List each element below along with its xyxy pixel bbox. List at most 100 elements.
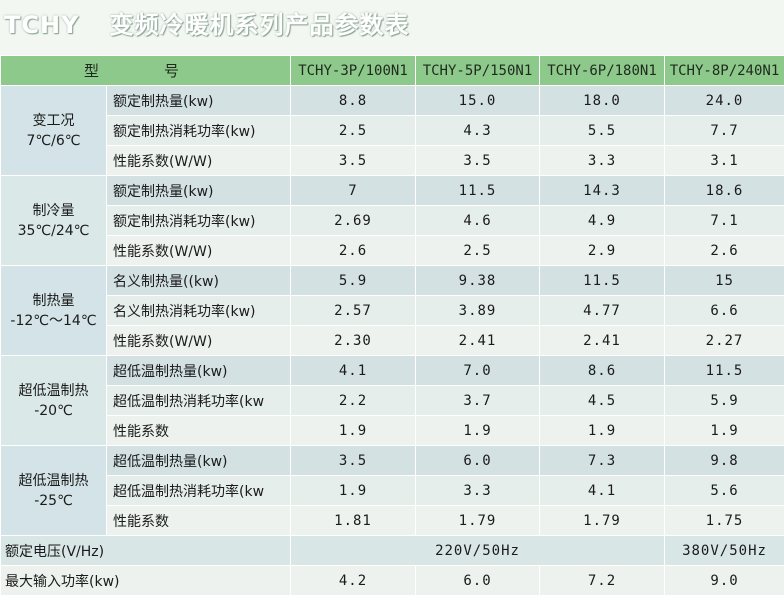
value-cell: 6.6 xyxy=(665,296,784,326)
value-cell: 14.3 xyxy=(540,176,665,206)
max-power-value: 9.0 xyxy=(665,566,784,596)
value-cell: 3.5 xyxy=(416,146,540,176)
value-cell: 1.9 xyxy=(416,416,540,446)
parameter-label: 性能系数 xyxy=(107,416,291,446)
header-model-4: TCHY-8P/240N1 xyxy=(665,56,784,86)
header-model-1: TCHY-3P/100N1 xyxy=(291,56,416,86)
parameter-label: 性能系数(W/W) xyxy=(107,236,291,266)
title-model-name: TCHY xyxy=(4,11,79,39)
value-cell: 1.79 xyxy=(416,506,540,536)
value-cell: 7.7 xyxy=(665,116,784,146)
group-name-line2: 35℃/24℃ xyxy=(1,221,106,241)
parameter-label: 性能系数(W/W) xyxy=(107,146,291,176)
parameter-label: 超低温制热量(kw) xyxy=(107,356,291,386)
group-name-cell: 制热量-12℃～14℃ xyxy=(1,266,107,356)
value-cell: 15.0 xyxy=(416,86,540,116)
parameter-label: 超低温制热消耗功率(kw xyxy=(107,386,291,416)
value-cell: 1.9 xyxy=(540,416,665,446)
title-text: 变频冷暖机系列产品参数表 xyxy=(109,11,409,39)
header-model-3: TCHY-6P/180N1 xyxy=(540,56,665,86)
group-name-line1: 超低温制热 xyxy=(1,381,106,401)
table-header-row: 型 号 TCHY-3P/100N1 TCHY-5P/150N1 TCHY-6P/… xyxy=(1,56,784,86)
page-title: TCHY 变频冷暖机系列产品参数表 xyxy=(4,2,409,52)
value-cell: 3.89 xyxy=(416,296,540,326)
group-name-line2: -25℃ xyxy=(1,491,106,511)
spec-table: 型 号 TCHY-3P/100N1 TCHY-5P/150N1 TCHY-6P/… xyxy=(0,55,784,596)
parameter-label: 额定制热量(kw) xyxy=(107,176,291,206)
value-cell: 11.5 xyxy=(665,356,784,386)
group-name-line2: -20℃ xyxy=(1,401,106,421)
value-cell: 18.0 xyxy=(540,86,665,116)
group-name-line1: 制冷量 xyxy=(1,201,106,221)
value-cell: 3.3 xyxy=(416,476,540,506)
voltage-value-three-phase: 380V/50Hz xyxy=(665,536,784,566)
max-power-value: 7.2 xyxy=(540,566,665,596)
value-cell: 2.5 xyxy=(291,116,416,146)
group-name-line1: 制热量 xyxy=(1,291,106,311)
value-cell: 24.0 xyxy=(665,86,784,116)
parameter-label: 额定制热量(kw) xyxy=(107,86,291,116)
voltage-value-single-phase: 220V/50Hz xyxy=(291,536,665,566)
value-cell: 5.9 xyxy=(665,386,784,416)
value-cell: 2.6 xyxy=(665,236,784,266)
value-cell: 2.69 xyxy=(291,206,416,236)
header-model-2: TCHY-5P/150N1 xyxy=(416,56,540,86)
value-cell: 1.9 xyxy=(291,416,416,446)
voltage-label: 额定电压(V/Hz) xyxy=(1,536,291,566)
value-cell: 3.5 xyxy=(291,446,416,476)
value-cell: 7.0 xyxy=(416,356,540,386)
group-name-cell: 超低温制热-25℃ xyxy=(1,446,107,536)
value-cell: 2.57 xyxy=(291,296,416,326)
value-cell: 2.30 xyxy=(291,326,416,356)
parameter-label: 超低温制热消耗功率(kw xyxy=(107,476,291,506)
value-cell: 2.5 xyxy=(416,236,540,266)
parameter-label: 额定制热消耗功率(kw) xyxy=(107,206,291,236)
value-cell: 7.3 xyxy=(540,446,665,476)
value-cell: 1.79 xyxy=(540,506,665,536)
value-cell: 9.38 xyxy=(416,266,540,296)
group-name-line1: 变工况 xyxy=(1,111,106,131)
value-cell: 6.0 xyxy=(416,446,540,476)
value-cell: 1.9 xyxy=(665,416,784,446)
value-cell: 1.81 xyxy=(291,506,416,536)
group-name-cell: 超低温制热-20℃ xyxy=(1,356,107,446)
value-cell: 2.27 xyxy=(665,326,784,356)
max-power-label: 最大输入功率(kw) xyxy=(1,566,291,596)
value-cell: 2.2 xyxy=(291,386,416,416)
value-cell: 3.5 xyxy=(291,146,416,176)
value-cell: 8.8 xyxy=(291,86,416,116)
value-cell: 3.1 xyxy=(665,146,784,176)
parameter-label: 超低温制热量(kw) xyxy=(107,446,291,476)
value-cell: 18.6 xyxy=(665,176,784,206)
parameter-label: 性能系数 xyxy=(107,506,291,536)
value-cell: 3.3 xyxy=(540,146,665,176)
value-cell: 11.5 xyxy=(416,176,540,206)
group-name-line2: 7℃/6℃ xyxy=(1,131,106,151)
value-cell: 2.9 xyxy=(540,236,665,266)
value-cell: 4.77 xyxy=(540,296,665,326)
value-cell: 4.3 xyxy=(416,116,540,146)
value-cell: 2.41 xyxy=(540,326,665,356)
value-cell: 1.9 xyxy=(291,476,416,506)
value-cell: 5.6 xyxy=(665,476,784,506)
value-cell: 3.7 xyxy=(416,386,540,416)
value-cell: 5.5 xyxy=(540,116,665,146)
value-cell: 4.6 xyxy=(416,206,540,236)
parameter-label: 性能系数(W/W) xyxy=(107,326,291,356)
value-cell: 5.9 xyxy=(291,266,416,296)
max-power-value: 4.2 xyxy=(291,566,416,596)
value-cell: 4.1 xyxy=(291,356,416,386)
